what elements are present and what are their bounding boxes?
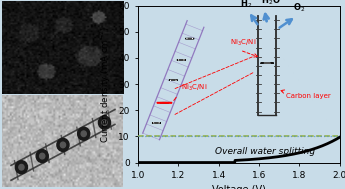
Circle shape bbox=[78, 127, 90, 140]
Text: Ni$_3$C/Ni: Ni$_3$C/Ni bbox=[230, 37, 256, 47]
Text: H$_2$: H$_2$ bbox=[240, 0, 252, 10]
Circle shape bbox=[98, 116, 110, 129]
Circle shape bbox=[19, 164, 24, 170]
Circle shape bbox=[102, 120, 107, 125]
Circle shape bbox=[16, 161, 28, 174]
Text: H$_2$O: H$_2$O bbox=[262, 0, 281, 7]
Y-axis label: Current density (mA cm$^{-2}$): Current density (mA cm$^{-2}$) bbox=[98, 26, 112, 143]
Circle shape bbox=[81, 131, 86, 136]
Circle shape bbox=[57, 138, 69, 151]
X-axis label: Voltage (V): Voltage (V) bbox=[212, 185, 266, 189]
Text: Overall water splitting: Overall water splitting bbox=[215, 147, 315, 156]
Circle shape bbox=[40, 153, 45, 159]
Circle shape bbox=[36, 149, 48, 163]
Circle shape bbox=[60, 142, 66, 148]
Text: Carbon layer: Carbon layer bbox=[286, 93, 331, 99]
Text: O$_2$: O$_2$ bbox=[293, 1, 306, 14]
Text: Ni$_3$C/Ni: Ni$_3$C/Ni bbox=[181, 83, 208, 93]
